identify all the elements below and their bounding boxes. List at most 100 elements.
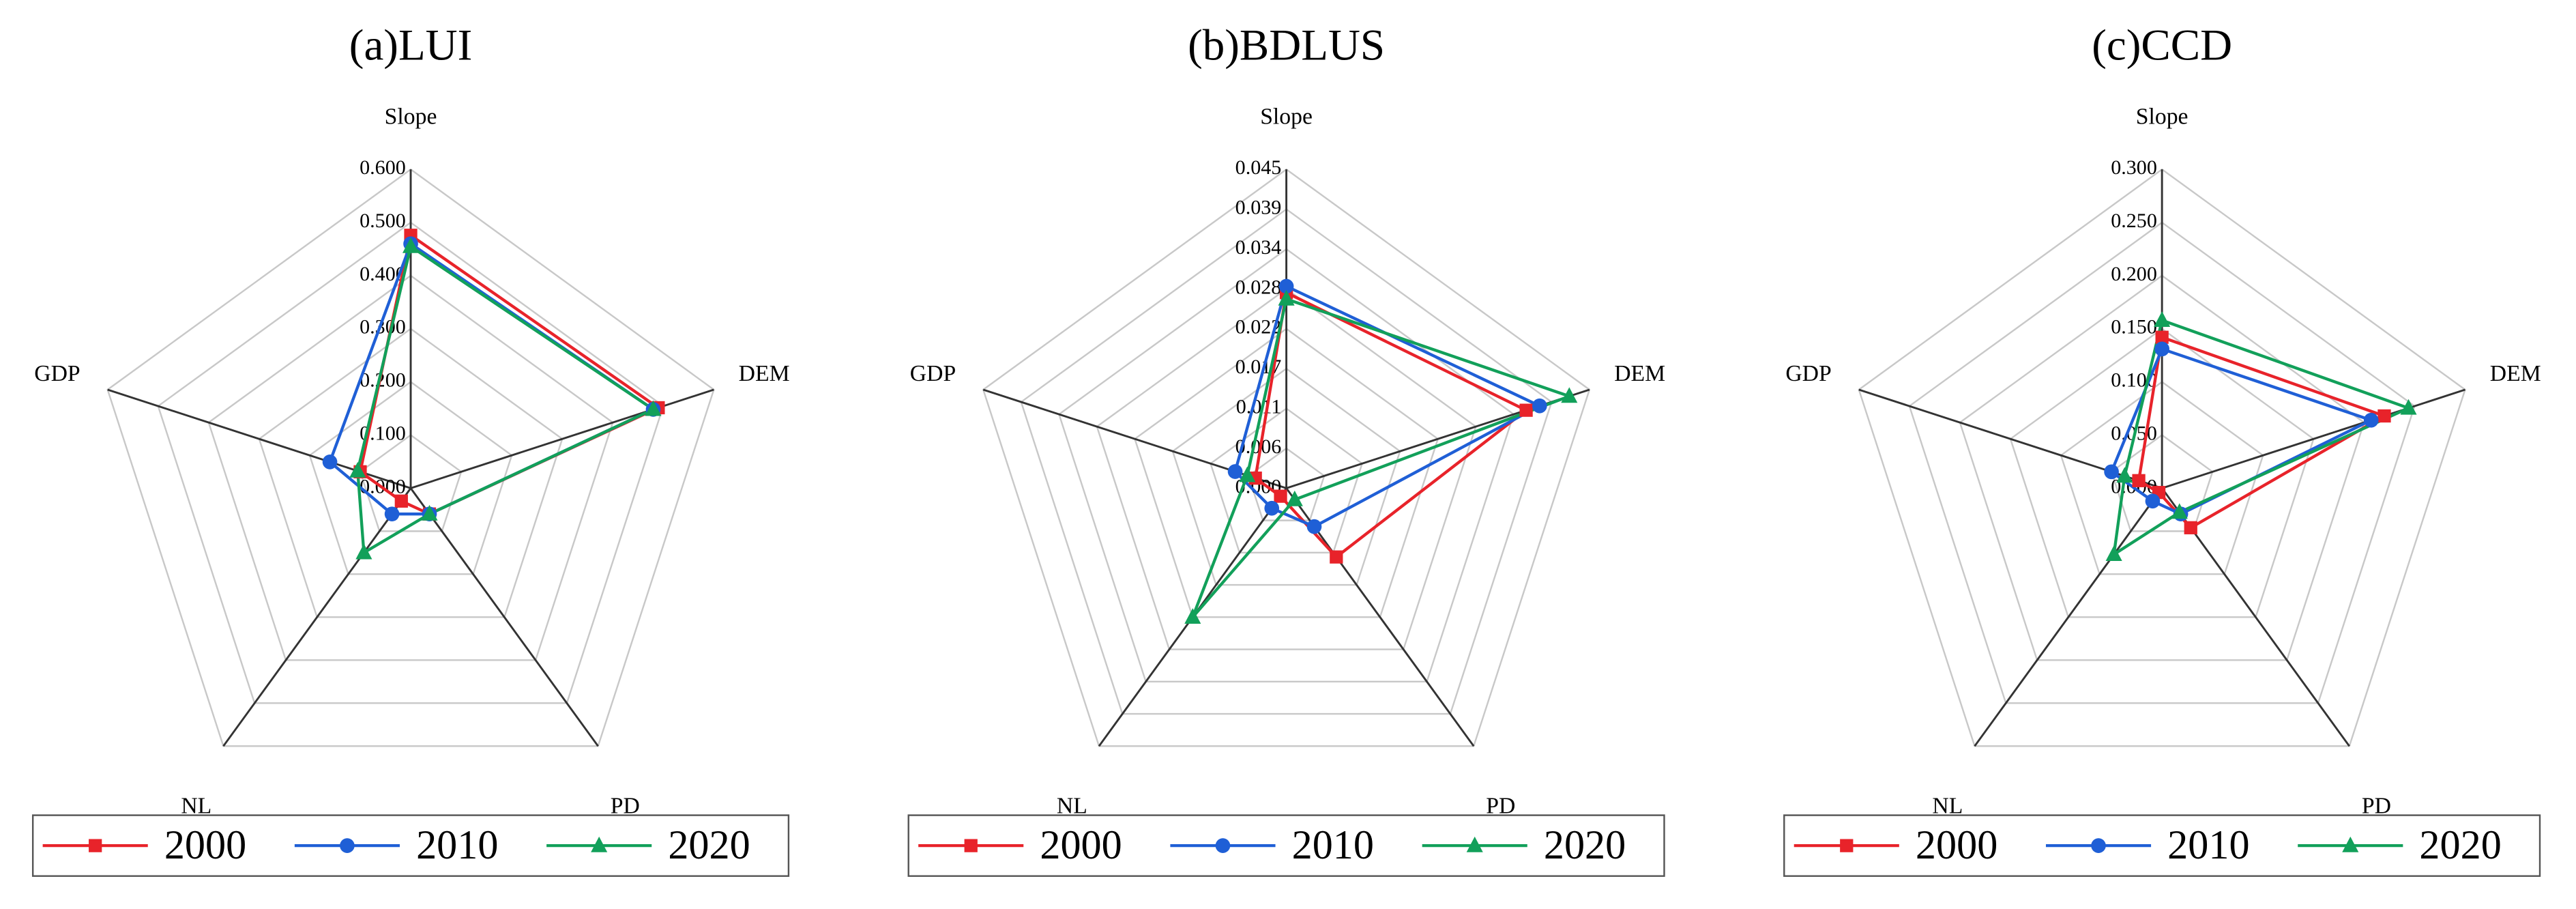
- axis-line: [2161, 388, 2465, 489]
- tick-label: 0.045: [1235, 156, 1282, 179]
- legend-box: [907, 814, 1665, 877]
- marker: [1264, 500, 1280, 516]
- legend-label: 2020: [1544, 822, 1626, 868]
- legend-label: 2010: [2167, 822, 2249, 868]
- tick-label: 0.039: [1235, 195, 1282, 218]
- chart-title: (a)LUI: [349, 20, 472, 70]
- marker: [1278, 278, 1294, 294]
- marker: [421, 504, 438, 521]
- legend-box: [1783, 814, 2541, 877]
- legend-label: 2000: [164, 822, 246, 868]
- axis-label: GDP: [1785, 361, 1831, 386]
- series-line: [1233, 284, 1543, 529]
- tick-label: 0.028: [1235, 275, 1282, 298]
- marker: [340, 838, 355, 853]
- marker: [1239, 466, 1256, 482]
- marker: [384, 506, 400, 521]
- marker: [1227, 464, 1243, 479]
- marker: [402, 237, 420, 253]
- axis-label: DEM: [739, 361, 790, 386]
- chart-title: (b)BDLUS: [1188, 20, 1385, 70]
- series-line: [2109, 347, 2375, 516]
- series-line: [358, 233, 662, 516]
- axis-label: DEM: [2490, 361, 2541, 386]
- grid-ring: [2110, 434, 2214, 532]
- tick-label: 0.150: [2111, 315, 2157, 338]
- marker: [1561, 387, 1578, 403]
- legend: 2000 2010 2020: [907, 814, 1665, 877]
- tick-label: 0.300: [2111, 156, 2157, 179]
- grid-ring: [157, 221, 664, 704]
- marker: [2155, 330, 2169, 344]
- legend-label: 2010: [416, 822, 498, 868]
- marker: [2154, 311, 2171, 327]
- marker: [2105, 545, 2122, 562]
- marker: [394, 494, 408, 508]
- marker: [2132, 474, 2146, 487]
- axis-line: [1974, 487, 2163, 747]
- tick-label: 0.250: [2111, 209, 2157, 232]
- marker: [2116, 467, 2133, 483]
- marker: [349, 461, 366, 478]
- tick-label: 0.600: [360, 156, 406, 179]
- marker: [2363, 412, 2379, 428]
- axis-label: GDP: [910, 361, 956, 386]
- legend-label: 2020: [668, 822, 750, 868]
- marker: [2145, 493, 2161, 509]
- marker: [1532, 398, 1547, 414]
- marker: [1286, 490, 1303, 506]
- axis-line: [222, 487, 412, 747]
- marker: [2377, 409, 2391, 423]
- grid-ring: [1020, 208, 1553, 715]
- tick-label: 0.011: [1236, 394, 1282, 418]
- series-line: [356, 244, 656, 556]
- marker: [1306, 519, 1322, 534]
- axis-label: GDP: [34, 361, 80, 386]
- marker: [1466, 836, 1483, 852]
- axis-label: Slope: [2136, 104, 2189, 129]
- grid-ring: [1858, 168, 2466, 747]
- marker: [1215, 838, 1231, 853]
- grid-ring: [982, 168, 1591, 747]
- marker: [2154, 341, 2169, 357]
- tick-label: 0.200: [2111, 262, 2157, 285]
- axis-label: Slope: [385, 104, 437, 129]
- grid-ring: [1096, 287, 1477, 650]
- marker: [2104, 464, 2119, 480]
- legend-label: 2020: [2419, 822, 2501, 868]
- tick-label: 0.500: [360, 209, 406, 232]
- marker: [89, 839, 102, 852]
- marker: [1278, 289, 1295, 306]
- grid-ring: [1908, 221, 2416, 704]
- marker: [1519, 403, 1533, 417]
- grid-ring: [308, 381, 513, 575]
- marker: [1840, 839, 1854, 852]
- chart-title: (c)CCD: [2092, 20, 2232, 70]
- marker: [2342, 836, 2359, 852]
- series-line: [1191, 297, 1574, 618]
- grid-ring: [1171, 367, 1401, 586]
- legend-label: 2000: [1916, 822, 1997, 868]
- series-line: [2111, 318, 2413, 558]
- axis-line: [410, 388, 714, 489]
- tick-label: 0.034: [1235, 235, 1282, 259]
- axis-label: Slope: [1260, 104, 1313, 129]
- grid-ring: [359, 434, 463, 532]
- axis-line: [409, 487, 599, 747]
- marker: [1184, 608, 1201, 624]
- marker: [964, 839, 978, 852]
- grid-ring: [258, 328, 564, 618]
- marker: [1274, 489, 1287, 503]
- legend-label: 2000: [1040, 822, 1122, 868]
- grid-ring: [1247, 447, 1326, 521]
- axis-label: DEM: [1614, 361, 1665, 386]
- marker: [1330, 550, 1343, 564]
- marker: [645, 400, 662, 416]
- marker: [591, 836, 608, 852]
- legend: 2000 2010 2020: [31, 814, 790, 877]
- grid-ring: [1210, 407, 1364, 554]
- marker: [2091, 838, 2106, 853]
- marker: [2184, 521, 2197, 534]
- marker: [2400, 399, 2417, 415]
